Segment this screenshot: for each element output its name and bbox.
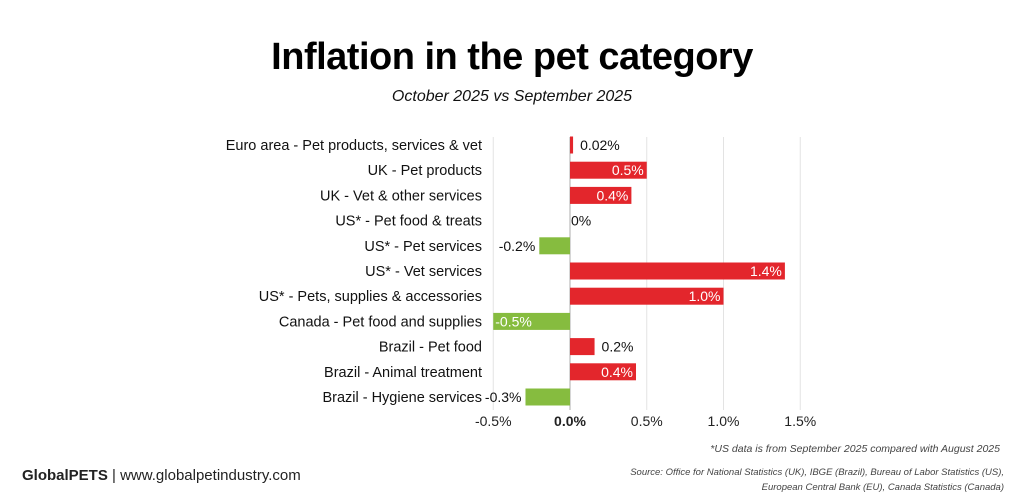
category-label: Brazil - Animal treatment [324,365,482,381]
x-tick-labels: -0.5% 0.0% 0.5% 1.0% 1.5% [475,413,816,429]
data-label: -0.3% [485,389,522,405]
data-label: 1.4% [750,263,782,279]
category-label: UK - Pet products [368,163,482,179]
category-label: Euro area - Pet products, services & vet [226,138,482,154]
category-label: Brazil - Pet food [379,340,482,356]
category-label: Brazil - Hygiene services [322,390,482,406]
bar [570,338,595,356]
data-label: 0.5% [612,162,644,178]
data-labels: 0.02% 0.5% 0.4% 0% -0.2% 1.4% 1.0% -0.5% 0.2% 0.4… [485,137,782,405]
category-label: US* - Pet services [364,239,482,255]
category-label: Canada - Pet food and supplies [279,314,482,330]
bar [570,287,724,305]
brand: GlobalPETS | www.globalpetindustry.com [22,467,301,484]
source-note: Source: Office for National Statistics (… [630,465,1004,495]
brand-url[interactable]: www.globalpetindustry.com [120,467,301,484]
x-tick-label: -0.5% [475,413,512,429]
bar [570,161,647,179]
category-label: UK - Vet & other services [320,188,482,204]
bar [570,136,574,154]
category-label: US* - Pets, supplies & accessories [259,289,482,305]
bar-chart: Euro area - Pet products, services & vet… [226,136,816,429]
brand-separator: | [107,467,121,484]
category-label: US* - Pet food & treats [335,214,482,230]
x-tick-label: 1.5% [784,413,816,429]
bar [493,312,570,330]
data-label: -0.2% [499,238,536,254]
data-label: 0.4% [601,364,633,380]
x-tick-label: 1.0% [708,413,740,429]
category-label: US* - Vet services [365,264,482,280]
bar [539,237,570,255]
category-labels: Euro area - Pet products, services & vet… [226,138,482,406]
data-label: 1.0% [689,288,721,304]
bars [493,136,785,406]
brand-name: GlobalPETS [22,467,108,484]
chart-subtitle: October 2025 vs September 2025 [391,88,633,105]
x-tick-label: 0.5% [631,413,663,429]
data-label: 0.4% [596,187,628,203]
source-line-1: Source: Office for National Statistics (… [630,467,1004,478]
data-label: -0.5% [495,313,532,329]
bar [570,262,785,280]
data-label: 0.2% [602,339,634,355]
data-label: 0.02% [580,137,620,153]
bar [570,363,637,381]
data-label: 0% [571,213,591,229]
footnote: *US data is from September 2025 compared… [710,443,1000,455]
x-tick-label: 0.0% [554,413,586,429]
bar [570,186,632,204]
chart-title: Inflation in the pet category [271,36,753,78]
source-line-2: European Central Bank (EU), Canada Stati… [761,482,1004,493]
bar [525,388,570,406]
